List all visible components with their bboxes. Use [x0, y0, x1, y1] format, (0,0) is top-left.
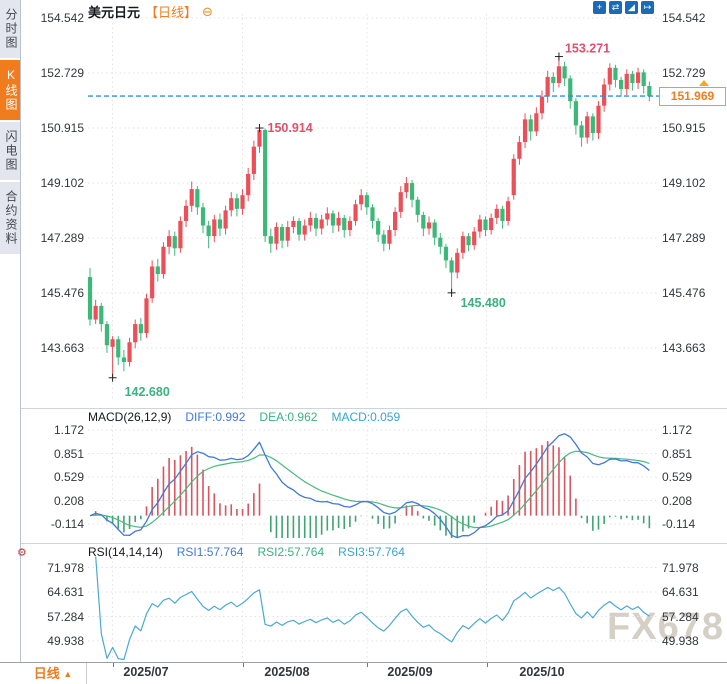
- axis-tick-label: 57.284: [662, 609, 699, 624]
- crosshair-icon[interactable]: +: [593, 1, 606, 14]
- axis-tick-label: 147.289: [40, 231, 84, 245]
- macd-dea-line: [89, 450, 650, 529]
- x-axis-tick: [112, 663, 114, 667]
- period-tag: 【日线】: [145, 5, 198, 20]
- rsi-indicator-name: RSI(14,14,14): [88, 545, 163, 559]
- rsi2-value: RSI2:57.764: [257, 545, 325, 559]
- axis-tick-label: 64.631: [662, 585, 699, 599]
- x-axis-tick: [367, 663, 368, 667]
- go-to-latest-icon[interactable]: ↦: [641, 1, 654, 14]
- gridline-layer: [88, 14, 658, 660]
- axis-tick-label: 152.729: [40, 66, 84, 80]
- macd-hist-value: MACD:0.059: [331, 410, 401, 424]
- price-extreme-label: 142.680: [125, 385, 170, 399]
- axis-tick-label: 71.978: [662, 560, 699, 575]
- axis-tick-label: 143.663: [662, 341, 706, 355]
- x-axis-label: 2025/08: [264, 665, 310, 679]
- chevron-up-icon: ▲: [63, 669, 73, 679]
- axis-tick-label: 1.172: [662, 423, 693, 437]
- candlestick-layer[interactable]: [87, 56, 652, 378]
- sidebar-tab-contract-info[interactable]: 合约资料: [0, 182, 20, 254]
- current-price-tag: 151.969: [659, 87, 726, 106]
- x-axis-tick: [242, 663, 244, 667]
- rsi-settings-icon[interactable]: ⚙: [17, 547, 27, 559]
- macd-dea-value: DEA:0.962: [259, 410, 318, 424]
- axis-tick-label: 64.631: [47, 585, 84, 599]
- axis-tick-label: 145.476: [40, 286, 84, 300]
- axis-tick-label: 150.915: [662, 121, 706, 135]
- sidebar-tab-kline-chart[interactable]: K线图: [0, 60, 20, 120]
- price-extreme-label: 153.271: [565, 42, 610, 56]
- annotation-layer: 153.271 150.914 145.480 142.680: [108, 42, 610, 399]
- axis-tick-label: 0.529: [662, 470, 693, 484]
- axis-tick-label: 147.289: [662, 231, 706, 245]
- price-extreme-label: 145.480: [461, 296, 506, 310]
- chart-header: 美元日元 【日线】 ⊖: [88, 2, 213, 21]
- rsi-line: [95, 556, 650, 661]
- period-selector[interactable]: 日线 ▲: [20, 663, 87, 684]
- x-axis-label: 2025/10: [519, 665, 565, 679]
- axis-tick-label: 49.938: [662, 634, 699, 648]
- axis-tick-label: 154.542: [40, 11, 84, 25]
- axis-tick-label: 0.529: [53, 470, 84, 484]
- axis-tick-label: 149.102: [40, 176, 84, 190]
- x-axis-scale-icon[interactable]: ⇄: [609, 1, 622, 14]
- rsi1-value: RSI1:57.764: [176, 545, 244, 559]
- axis-tick-label: 154.542: [662, 11, 706, 25]
- axis-tick-label: 0.851: [662, 446, 693, 461]
- macd-indicator-name: MACD(26,12,9): [88, 410, 172, 424]
- price-tag-arrow-icon: [699, 80, 709, 86]
- macd-diff-line: [89, 433, 650, 539]
- axis-tick-label: -0.114: [662, 517, 696, 531]
- axis-tick-label: 149.102: [662, 176, 706, 190]
- rsi3-value: RSI3:57.764: [338, 545, 405, 559]
- axis-tick-label: -0.114: [50, 517, 84, 531]
- chart-settings-icon[interactable]: ⊖: [202, 4, 213, 19]
- axis-tick-label: 0.851: [53, 446, 84, 461]
- axis-tick-label: 152.729: [662, 66, 706, 80]
- sidebar-tab-time-chart[interactable]: 分时图: [0, 0, 20, 58]
- axis-tick-label: 71.978: [47, 560, 84, 575]
- axis-tick-label: 0.208: [53, 493, 84, 508]
- bottom-bar: 日线 ▲ 2025/07 2025/08 2025/09 2025/10: [0, 663, 727, 684]
- macd-panel-header: MACD(26,12,9) DIFF:0.992 DEA:0.962 MACD:…: [88, 410, 400, 424]
- price-extreme-label: 150.914: [268, 121, 313, 135]
- symbol-title: 美元日元: [88, 5, 141, 20]
- chart-toolbar: + ⇄ ◢ ↦: [593, 1, 654, 14]
- axis-tick-label: 49.938: [47, 634, 84, 648]
- macd-diff-value: DIFF:0.992: [185, 410, 246, 424]
- x-axis-tick: [486, 663, 488, 667]
- axis-tick-label: 143.663: [40, 341, 84, 355]
- x-axis-label: 2025/07: [123, 665, 169, 679]
- axis-tick-label: 0.208: [662, 493, 693, 508]
- auto-fit-icon[interactable]: ◢: [625, 1, 638, 14]
- rsi-panel-header: RSI(14,14,14) RSI1:57.764 RSI2:57.764 RS…: [88, 545, 405, 559]
- axis-tick-label: 57.284: [47, 609, 84, 624]
- panel-dividers: [0, 408, 727, 663]
- fx678-watermark: FX678: [607, 606, 724, 648]
- sidebar: 分时图 K线图 闪电图 合约资料: [0, 0, 21, 662]
- x-axis-label: 2025/09: [387, 665, 433, 679]
- axis-tick-label: 145.476: [662, 286, 706, 300]
- sidebar-tab-flash-chart[interactable]: 闪电图: [0, 122, 20, 180]
- axis-tick-label: 150.915: [40, 121, 84, 135]
- axis-tick-label: 1.172: [53, 423, 84, 437]
